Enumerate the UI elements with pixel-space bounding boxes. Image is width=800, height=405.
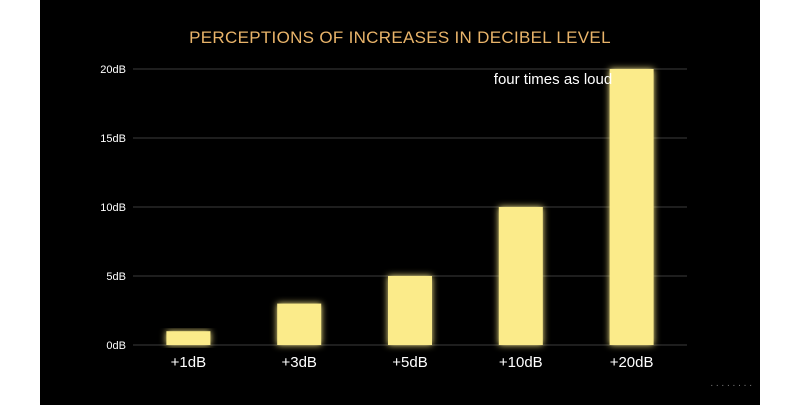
- annotation-label: four times as loud: [494, 71, 612, 88]
- x-tick-label: +5dB: [392, 354, 427, 371]
- bars: [166, 69, 654, 345]
- y-tick-label: 15dB: [100, 133, 126, 145]
- y-tick-label: 0dB: [106, 340, 126, 352]
- y-tick-label: 5dB: [106, 271, 126, 283]
- bar: [609, 69, 654, 345]
- bar: [277, 303, 322, 345]
- chart-title: PERCEPTIONS OF INCREASES IN DECIBEL LEVE…: [189, 28, 611, 47]
- bar: [388, 276, 432, 345]
- watermark-text: . . . . . . . .: [710, 378, 752, 389]
- y-tick-label: 20dB: [100, 64, 126, 76]
- bar: [166, 331, 211, 345]
- x-tick-label: +10dB: [499, 354, 543, 371]
- bar: [498, 207, 543, 345]
- x-tick-label: +1dB: [171, 354, 206, 371]
- x-axis: +1dB +3dB +5dB +10dB +20dB: [171, 354, 654, 371]
- y-axis: 0dB 5dB 10dB 15dB 20dB: [100, 64, 126, 352]
- x-tick-label: +20dB: [610, 354, 654, 371]
- y-tick-label: 10dB: [100, 202, 126, 214]
- x-tick-label: +3dB: [281, 354, 316, 371]
